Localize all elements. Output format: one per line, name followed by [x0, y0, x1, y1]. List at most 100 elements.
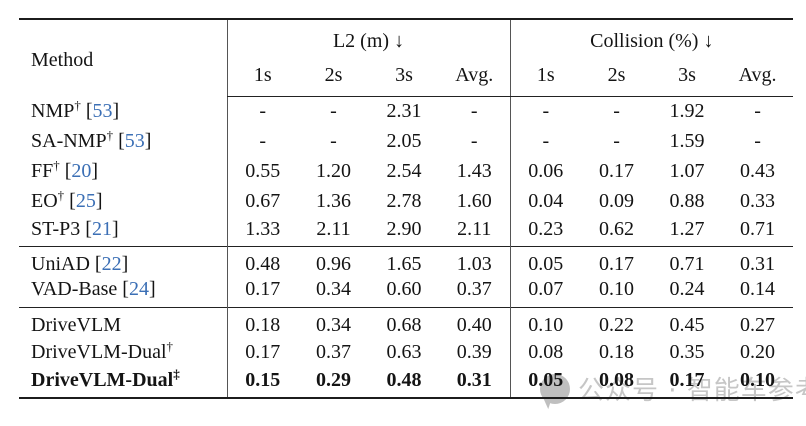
table-row-best: DriveVLM-Dual‡ 0.15 0.29 0.48 0.31 0.05 …: [19, 365, 793, 398]
metric-cell: 0.18: [226, 306, 298, 338]
method-cell: ST-P3 21: [19, 217, 227, 247]
double-dagger-superscript: ‡: [173, 365, 180, 381]
metric-cell: -: [330, 100, 337, 123]
metric-cell: 2.54: [386, 160, 422, 182]
metric-cell: 0.17: [581, 246, 653, 277]
table-row: FF† 20 0.55 1.20 2.54 1.43 0.06 0.17 1.07…: [19, 156, 793, 187]
method-cell: NMP† 53: [19, 97, 227, 127]
header-subcolumn-row: 1s 2s 3s Avg. 1s 2s 3s Avg.: [19, 59, 794, 97]
metric-cell: 0.17: [226, 277, 298, 307]
citation: 22: [95, 253, 128, 275]
l2-3s-header: 3s: [369, 59, 439, 97]
method-name: VAD-Base: [31, 278, 118, 301]
collision-group-header: Collision (%) ↓: [509, 19, 794, 59]
metric-cell: 0.24: [669, 278, 705, 301]
metric-cell: 2.90: [386, 217, 422, 240]
metric-cell: 2.11: [316, 217, 351, 240]
l2-1s-header: 1s: [226, 59, 298, 97]
metric-cell: -: [509, 96, 582, 127]
metric-cell: 0.96: [298, 246, 369, 277]
metric-cell: -: [754, 100, 761, 123]
metric-cell: 0.33: [740, 190, 776, 212]
metric-cell: 1.33: [226, 216, 298, 247]
metric-cell: 0.34: [298, 306, 369, 338]
method-cell: DriveVLM-Dual‡: [19, 365, 227, 398]
metric-cell: 0.55: [226, 156, 298, 187]
metric-cell: 0.35: [669, 341, 705, 363]
method-name: DriveVLM-Dual: [31, 368, 174, 391]
metric-cell: 0.37: [456, 278, 492, 301]
metric-cell: 0.06: [509, 156, 582, 187]
metric-cell: 0.10: [599, 278, 635, 301]
method-column-header: Method: [31, 48, 94, 71]
metric-cell: 0.39: [456, 341, 492, 363]
metric-cell: 0.08: [509, 337, 582, 368]
citation-number: 20: [71, 160, 92, 182]
metric-cell: 0.71: [652, 246, 723, 277]
citation-number: 21: [91, 217, 112, 240]
metric-cell: 2.11: [457, 217, 492, 240]
metric-cell: 0.67: [226, 186, 298, 217]
method-name: EO: [31, 190, 58, 212]
l2-2s-header: 2s: [298, 59, 369, 97]
metric-cell: -: [470, 130, 478, 152]
metric-cell: 0.34: [316, 278, 351, 301]
metric-cell: -: [613, 130, 620, 152]
method-name: DriveVLM: [31, 313, 121, 336]
metric-cell: 0.48: [386, 368, 422, 391]
baseline-group: NMP†53 - - 2.31 - - - 1.92 - SA-NMP†53 -…: [19, 96, 793, 247]
dagger-superscript: †: [166, 338, 174, 354]
citation-number: 25: [75, 190, 96, 212]
metric-cell: 1.36: [316, 190, 351, 212]
metric-cell: 0.17: [599, 160, 635, 182]
metric-cell: 1.92: [669, 100, 705, 123]
method-name: SA-NMP: [31, 130, 107, 152]
metric-cell: 0.05: [509, 246, 582, 277]
metric-cell: 0.20: [740, 341, 776, 363]
metric-cell: 0.07: [509, 277, 582, 307]
metric-cell: 0.43: [740, 160, 776, 182]
l2-avg-header: Avg.: [439, 59, 511, 97]
metric-cell: -: [470, 100, 478, 123]
metric-cell: 1.27: [669, 217, 705, 240]
drivevlm-group: DriveVLM 0.18 0.34 0.68 0.40 0.10 0.22 0…: [19, 306, 794, 398]
metric-cell: 0.17: [226, 337, 298, 368]
method-cell: SA-NMP† 53: [19, 127, 227, 157]
method-cell: UniAD 22: [19, 246, 227, 277]
method-cell: EO† 25: [19, 187, 227, 217]
table-row: VAD-Base 24 0.17 0.34 0.60 0.37 0.07 0.10…: [19, 277, 793, 307]
metric-cell: 1.03: [439, 246, 511, 277]
method-cell: DriveVLM-Dual†: [19, 338, 227, 368]
metric-cell: 1.59: [669, 130, 705, 152]
method-cell: VAD-Base 24: [19, 277, 227, 307]
metric-cell: 0.23: [509, 216, 582, 247]
method-name: ST-P3: [31, 217, 81, 240]
metric-cell: 0.45: [652, 306, 723, 338]
citation: 25: [69, 190, 102, 212]
metric-cell: 2.05: [386, 130, 422, 152]
citation: 53: [86, 100, 119, 122]
l2-group-header: L2 (m) ↓: [226, 19, 511, 59]
watermark: 公众号 · 智能车参考: [540, 370, 806, 407]
metric-cell: 1.65: [369, 246, 439, 277]
metric-cell: 0.05: [509, 367, 582, 398]
metric-cell: 0.37: [316, 341, 351, 363]
method-name: NMP: [31, 100, 75, 122]
metric-cell: -: [754, 130, 761, 152]
collision-avg-header: Avg.: [722, 59, 794, 97]
table-row: NMP† 53 - - 2.31 - - - 1.92 -: [19, 96, 793, 127]
metric-cell: 0.88: [669, 190, 705, 212]
metric-cell: 0.08: [599, 368, 635, 391]
metric-cell: 0.71: [740, 217, 776, 240]
metric-cell: 0.48: [226, 246, 298, 277]
results-table: Method L2 (m) ↓ Collision (%) ↓ 1s 2s 3s…: [19, 18, 794, 399]
metric-cell: -: [226, 126, 298, 157]
metric-cell: 0.27: [722, 306, 794, 338]
citation-number: 53: [92, 100, 113, 122]
metric-cell: 1.07: [669, 160, 705, 182]
metric-cell: 0.14: [740, 278, 776, 301]
method-cell: FF† 20: [19, 157, 227, 187]
table-header: Method L2 (m) ↓ Collision (%) ↓ 1s 2s 3s…: [19, 19, 794, 97]
table-row: EO† 25 0.67 1.36 2.78 1.60 0.04 0.09 0.88…: [19, 186, 793, 217]
